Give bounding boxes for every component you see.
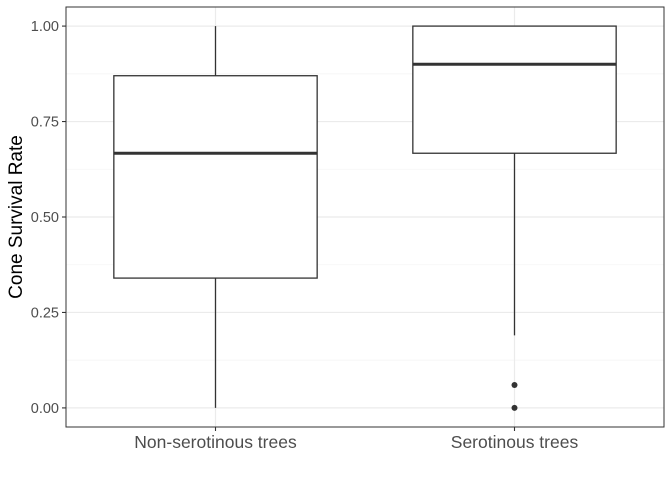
- outlier-point: [511, 382, 518, 388]
- y-tick-label: 1.00: [31, 19, 59, 35]
- x-tick-label: Non-serotinous trees: [134, 432, 297, 452]
- box-2: [412, 25, 617, 411]
- y-tick-label: 0.00: [31, 401, 59, 417]
- x-tick-label: Serotinous trees: [451, 432, 579, 452]
- box-1: [113, 26, 318, 408]
- box-series: [113, 25, 617, 411]
- y-tick-label: 0.25: [31, 305, 59, 321]
- box-iqr: [113, 75, 318, 279]
- y-tick-label: 0.50: [31, 210, 59, 226]
- box-iqr: [412, 25, 617, 154]
- x-axis-ticks: Non-serotinous trees Serotinous trees: [134, 427, 578, 452]
- y-axis-ticks: 0.00 0.25 0.50 0.75 1.00: [31, 19, 66, 417]
- y-axis-title: Cone Survival Rate: [6, 135, 27, 299]
- y-tick-label: 0.75: [31, 115, 59, 131]
- outlier-point: [511, 404, 518, 411]
